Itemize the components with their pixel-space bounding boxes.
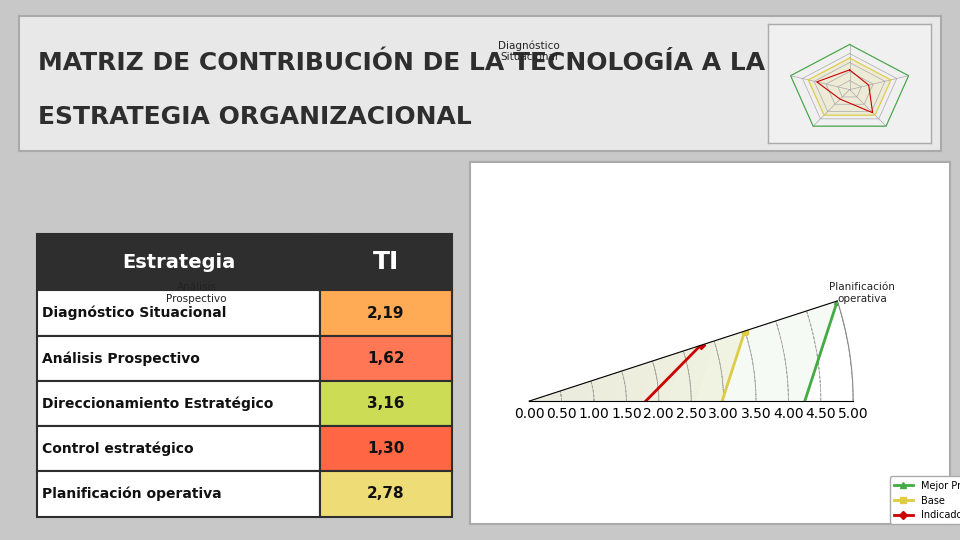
Polygon shape <box>498 369 560 427</box>
FancyBboxPatch shape <box>320 291 452 336</box>
Text: Planificación operativa: Planificación operativa <box>42 487 222 501</box>
Indicador <box>423 366 435 372</box>
Text: ESTRATEGIA ORGANIZACIONAL: ESTRATEGIA ORGANIZACIONAL <box>37 105 471 130</box>
FancyBboxPatch shape <box>37 471 320 517</box>
Indicador <box>523 256 535 262</box>
Text: Análisis Prospectivo: Análisis Prospectivo <box>42 351 200 366</box>
Text: Estrategia: Estrategia <box>122 253 235 272</box>
Text: Control estratégico: Control estratégico <box>42 442 193 456</box>
Polygon shape <box>314 174 745 540</box>
Mejor Práctica <box>831 298 843 304</box>
Indicador <box>573 466 585 472</box>
Indicador <box>523 256 535 262</box>
Indicador <box>695 342 707 349</box>
Mejor Práctica <box>523 74 535 80</box>
FancyBboxPatch shape <box>320 426 452 471</box>
Polygon shape <box>221 77 837 540</box>
FancyBboxPatch shape <box>320 381 452 426</box>
FancyBboxPatch shape <box>320 234 452 291</box>
Polygon shape <box>314 174 745 540</box>
FancyBboxPatch shape <box>37 336 320 381</box>
Polygon shape <box>406 272 653 506</box>
Text: MATRIZ DE CONTRIBUCIÓN DE LA TECNOLOGÍA A LA: MATRIZ DE CONTRIBUCIÓN DE LA TECNOLOGÍA … <box>37 51 765 76</box>
Mejor Práctica <box>523 74 535 80</box>
Polygon shape <box>375 239 684 532</box>
Polygon shape <box>808 58 891 115</box>
Line: Mejor Práctica: Mejor Práctica <box>218 73 841 540</box>
Polygon shape <box>437 304 622 480</box>
Text: 1,62: 1,62 <box>367 351 405 366</box>
FancyBboxPatch shape <box>37 291 320 336</box>
FancyBboxPatch shape <box>320 471 452 517</box>
Base <box>308 328 320 334</box>
FancyBboxPatch shape <box>37 381 320 426</box>
Mejor Práctica <box>215 298 227 304</box>
FancyBboxPatch shape <box>37 234 320 291</box>
Line: Base: Base <box>310 171 749 540</box>
Legend: Mejor Práctica, Base, Indicador: Mejor Práctica, Base, Indicador <box>890 476 960 524</box>
Base <box>523 171 535 178</box>
Text: 2,78: 2,78 <box>367 487 405 502</box>
FancyBboxPatch shape <box>320 336 452 381</box>
Polygon shape <box>345 207 714 540</box>
Text: 1,30: 1,30 <box>368 441 404 456</box>
Text: TI: TI <box>372 251 399 274</box>
Base <box>739 328 751 334</box>
Text: Diagnóstico Situacional: Diagnóstico Situacional <box>42 306 227 320</box>
Text: 2,19: 2,19 <box>367 306 405 321</box>
Polygon shape <box>468 336 590 454</box>
Base <box>523 171 535 178</box>
Text: Direccionamiento Estratégico: Direccionamiento Estratégico <box>42 396 274 411</box>
Text: 3,16: 3,16 <box>367 396 405 411</box>
FancyBboxPatch shape <box>37 426 320 471</box>
Line: Indicador: Indicador <box>406 256 704 540</box>
